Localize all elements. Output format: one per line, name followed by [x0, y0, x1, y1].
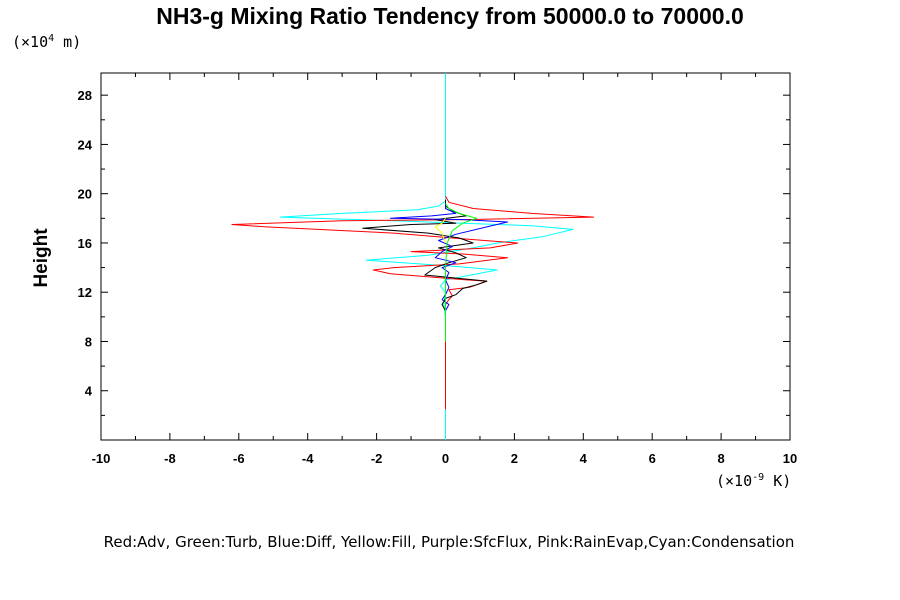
y-tick-label: 20 — [78, 187, 92, 202]
chart-title: NH3-g Mixing Ratio Tendency from 50000.0… — [156, 3, 744, 29]
y-tick-label: 8 — [85, 334, 92, 349]
y-scale-label: (×104 m) — [12, 33, 82, 51]
x-scale-label: (×10-9 K) — [716, 472, 792, 490]
x-tick-label: 0 — [442, 451, 449, 466]
series-line-2 — [362, 199, 488, 342]
series-line-5 — [434, 218, 446, 244]
x-tick-label: 4 — [580, 451, 588, 466]
x-tick-label: -10 — [92, 451, 111, 466]
series-line-4 — [445, 203, 477, 342]
series-line-1 — [231, 195, 595, 410]
x-tick-label: 10 — [783, 451, 797, 466]
x-tick-label: -2 — [371, 451, 383, 466]
y-tick-label: 28 — [78, 88, 92, 103]
series-line-3 — [389, 203, 508, 342]
series-line-0 — [279, 73, 574, 440]
y-tick-label: 16 — [78, 236, 92, 251]
y-tick-label: 24 — [78, 137, 93, 152]
y-tick-label: 12 — [78, 285, 92, 300]
x-tick-label: 8 — [717, 451, 724, 466]
x-tick-label: -4 — [302, 451, 314, 466]
x-tick-label: 2 — [511, 451, 518, 466]
x-tick-label: -8 — [164, 451, 176, 466]
x-tick-label: 6 — [649, 451, 656, 466]
legend-text: Red:Adv, Green:Turb, Blue:Diff, Yellow:F… — [103, 533, 795, 551]
x-tick-label: -6 — [233, 451, 245, 466]
y-tick-label: 4 — [85, 384, 93, 399]
